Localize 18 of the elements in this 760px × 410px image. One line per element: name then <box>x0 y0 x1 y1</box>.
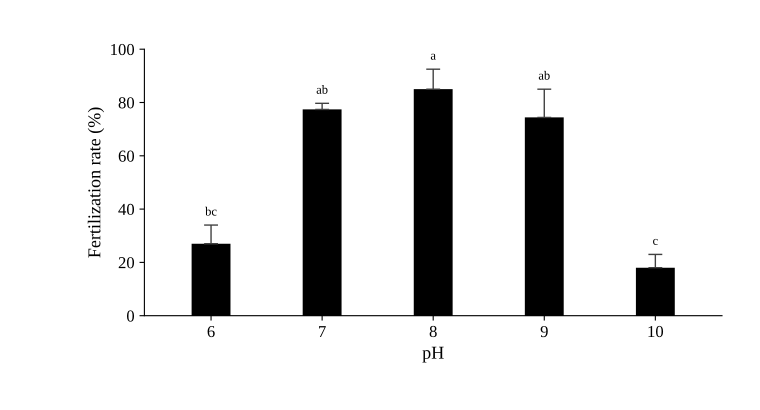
x-tick-label: 7 <box>319 326 326 337</box>
y-tick-label: 100 <box>111 44 134 56</box>
annotation: c <box>653 238 658 245</box>
annotation: ab <box>538 70 550 80</box>
annotation: bc <box>205 206 217 216</box>
annotation: ab <box>316 85 328 94</box>
y-tick-label: 60 <box>118 150 134 162</box>
y-tick-label: 20 <box>118 257 134 268</box>
y-tick-label: 0 <box>126 310 134 322</box>
x-tick-label: 6 <box>208 326 215 338</box>
x-tick-label: 10 <box>648 326 664 338</box>
y-tick-label: 80 <box>118 97 134 108</box>
x-tick-label: 9 <box>540 326 548 338</box>
y-axis-title: Fertilization rate (%) <box>88 108 104 258</box>
annotation: a <box>430 54 436 60</box>
x-axis-title: pH <box>422 346 444 362</box>
y-tick-label: 40 <box>118 204 134 216</box>
x-tick-label: 8 <box>430 326 437 338</box>
